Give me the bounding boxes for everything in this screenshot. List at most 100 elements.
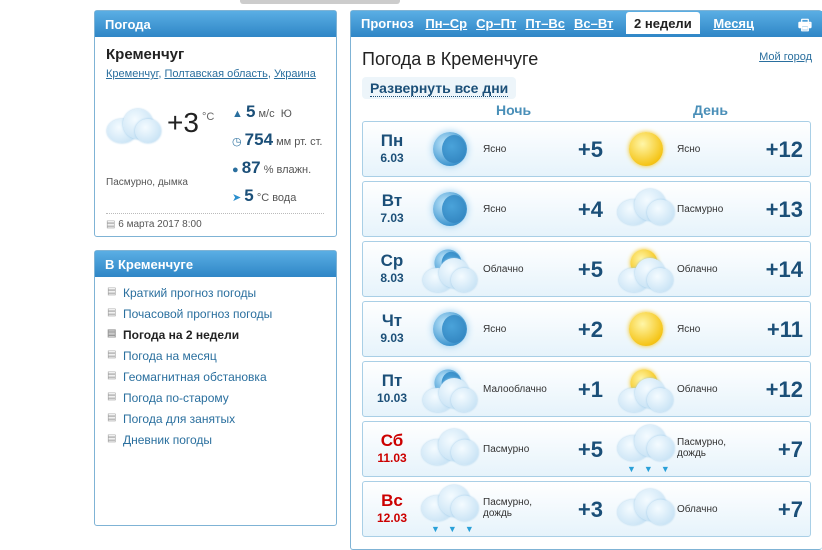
forecast-day-row[interactable]: Вт 7.03 Ясно +4 Пасмурно +13 xyxy=(362,181,811,237)
menu-item[interactable]: Погода на месяц xyxy=(107,349,272,363)
breadcrumb-region[interactable]: Полтавская область xyxy=(164,68,268,80)
page-title: Погода в Кременчуге xyxy=(362,49,539,69)
rain-icon: ▼▼▼ xyxy=(627,464,678,474)
moon-icon xyxy=(433,192,467,226)
night-temp: +4 xyxy=(577,197,603,222)
wind-unit: м/с xyxy=(258,108,275,120)
menu-item[interactable]: Почасовой прогноз погоды xyxy=(107,307,272,321)
humidity-icon: ● xyxy=(232,164,239,176)
updated-time: 6 марта 2017 8:00 xyxy=(118,219,202,230)
print-icon[interactable]: 🖶 xyxy=(797,17,812,34)
day-desc: Облачно xyxy=(677,264,718,275)
day-of-week: Вт xyxy=(381,191,403,210)
day-desc: Ясно xyxy=(677,324,701,335)
tab-range[interactable]: Пт–Вс xyxy=(525,16,565,31)
pressure-value: 754 xyxy=(244,130,274,149)
panel-header: В Кременчуге xyxy=(95,251,336,277)
wind-direction: Ю xyxy=(280,108,292,120)
city-menu-panel: В Кременчуге Краткий прогноз погоды Почас… xyxy=(94,250,337,526)
menu-item[interactable]: Погода для занятых xyxy=(107,412,272,426)
day-header: День xyxy=(693,102,728,118)
water-value: 5 xyxy=(244,186,254,205)
temp-unit: °C xyxy=(202,111,215,123)
humidity-value: 87 xyxy=(241,158,261,177)
breadcrumb-city[interactable]: Кременчуг xyxy=(106,68,159,80)
forecast-day-row[interactable]: Чт 9.03 Ясно +2 Ясно +11 xyxy=(362,301,811,357)
forecast-day-row[interactable]: Пн 6.03 Ясно +5 Ясно +12 xyxy=(362,121,811,177)
day-of-week: Пн xyxy=(380,131,404,150)
date: 11.03 xyxy=(377,451,407,465)
date: 12.03 xyxy=(376,511,408,525)
current-temp: +3 xyxy=(167,107,199,138)
night-desc: Ясно xyxy=(483,324,507,335)
current-weather-panel: Погода Кременчуг Кременчуг, Полтавская о… xyxy=(94,10,337,237)
tab-range[interactable]: Ср–Пт xyxy=(476,16,517,31)
cloud-shape xyxy=(421,485,479,521)
date: 6.03 xyxy=(380,151,404,165)
night-desc: Пасмурно, дождь xyxy=(483,497,533,519)
menu-item[interactable]: Геомагнитная обстановка xyxy=(107,370,272,384)
night-desc: Ясно xyxy=(483,144,507,155)
date: 9.03 xyxy=(380,331,404,345)
my-city-link[interactable]: Мой город xyxy=(759,51,812,63)
forecast-day-row[interactable]: Пт 10.03 Малооблачно +1 Облачно +12 xyxy=(362,361,811,417)
day-desc: Пасмурно, дождь xyxy=(677,437,727,459)
forecast-tabs: Прогноз Пн–Ср Ср–Пт Пт–Вс Вс–Вт 2 недели Ме… xyxy=(351,11,822,37)
cloud-shape xyxy=(423,258,477,292)
cloud-shape xyxy=(617,425,675,461)
forecast-day-row[interactable]: Вс 12.03 ▼▼▼ Пасмурно, дождь +3 Облачно +… xyxy=(362,481,811,537)
cloud-shape xyxy=(617,189,675,225)
cloud-shape xyxy=(423,378,477,412)
humidity-unit: % влажн. xyxy=(263,164,312,176)
tabs-label: Прогноз xyxy=(361,16,414,31)
cloud-shape xyxy=(421,429,479,465)
sun-icon xyxy=(629,132,663,166)
breadcrumb-country[interactable]: Украина xyxy=(273,68,316,80)
sun-icon xyxy=(629,312,663,346)
day-desc: Облачно xyxy=(677,384,718,395)
panel-header: Погода xyxy=(95,11,336,37)
menu-item[interactable]: Погода на 2 недели xyxy=(107,328,272,342)
cloud-shape xyxy=(617,489,675,525)
condition-text: Пасмурно, дымка xyxy=(106,177,188,188)
night-temp: +1 xyxy=(577,377,603,402)
tab-2-weeks[interactable]: 2 недели xyxy=(626,12,700,34)
pressure-icon: ◷ xyxy=(232,136,242,148)
fish-icon: ➤ xyxy=(232,192,242,204)
date: 7.03 xyxy=(380,211,404,225)
document-icon: ▤ xyxy=(106,219,116,230)
night-temp: +5 xyxy=(577,257,603,282)
tab-range[interactable]: Пн–Ср xyxy=(425,16,468,31)
day-temp: +12 xyxy=(765,137,803,162)
night-temp: +3 xyxy=(577,497,603,522)
day-temp: +14 xyxy=(765,257,803,282)
night-temp: +5 xyxy=(577,437,603,462)
day-temp: +11 xyxy=(766,317,803,342)
wind-value: 5 xyxy=(245,102,256,121)
night-desc: Облачно xyxy=(483,264,524,275)
menu-item[interactable]: Погода по-старому xyxy=(107,391,272,405)
wind-icon: ▲ xyxy=(232,108,243,120)
night-temp: +2 xyxy=(577,317,603,342)
forecast-day-row[interactable]: Ср 8.03 Облачно +5 Облачно +14 xyxy=(362,241,811,297)
day-of-week: Сб xyxy=(380,431,404,450)
rain-icon: ▼▼▼ xyxy=(431,524,482,534)
cloud-icon xyxy=(107,109,161,143)
cloud-shape xyxy=(619,378,673,412)
day-desc: Ясно xyxy=(677,144,701,155)
day-desc: Облачно xyxy=(677,504,718,515)
expand-all-button[interactable]: Развернуть все дни xyxy=(370,80,509,97)
day-of-week: Пт xyxy=(381,371,403,390)
day-temp: +13 xyxy=(765,197,803,222)
night-header: Ночь xyxy=(496,102,532,118)
tab-month[interactable]: Месяц xyxy=(713,16,755,31)
water-unit: °C вода xyxy=(256,192,297,204)
date: 10.03 xyxy=(376,391,408,405)
menu-item[interactable]: Дневник погоды xyxy=(107,433,272,447)
day-temp: +7 xyxy=(777,497,803,522)
day-temp: +12 xyxy=(765,377,803,402)
forecast-day-row[interactable]: Сб 11.03 Пасмурно +5 ▼▼▼ Пасмурно, дождь … xyxy=(362,421,811,477)
date: 8.03 xyxy=(380,271,404,285)
menu-item[interactable]: Краткий прогноз погоды xyxy=(107,286,272,300)
tab-range[interactable]: Вс–Вт xyxy=(573,16,614,31)
